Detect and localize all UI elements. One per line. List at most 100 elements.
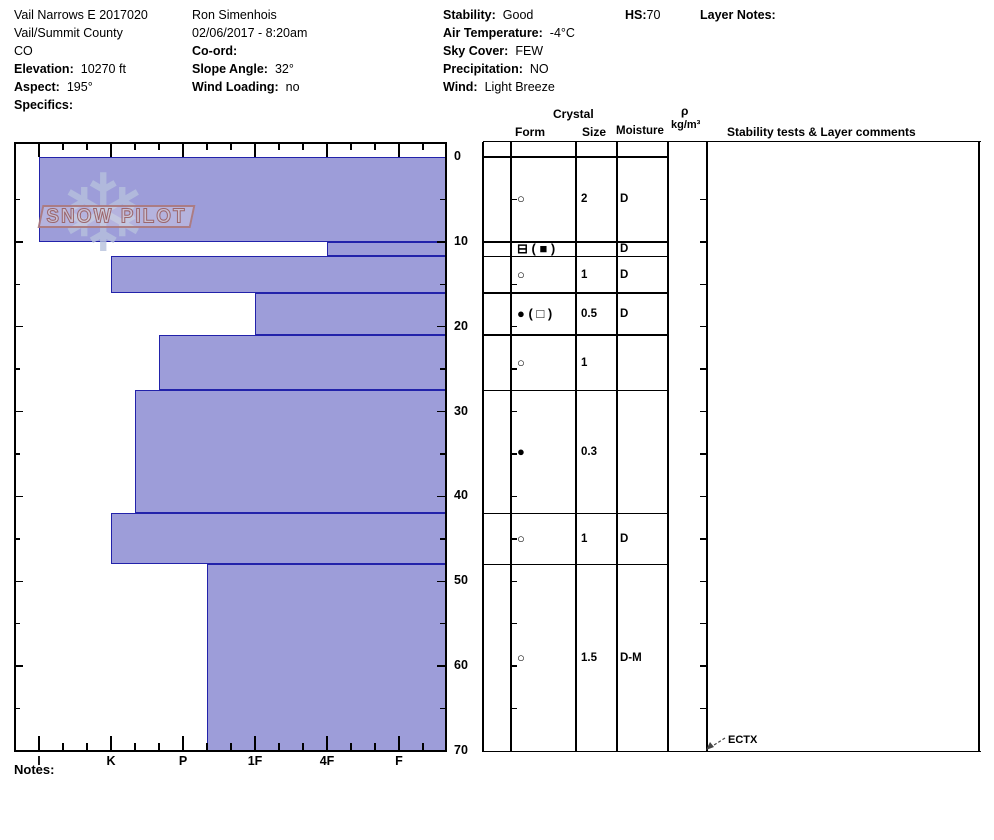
sky-cover-value: FEW xyxy=(515,44,544,58)
profile-bar-layer-6 xyxy=(135,390,446,514)
aspect-value: 195° xyxy=(66,80,93,94)
hardness-minor-tick-bottom xyxy=(302,742,304,751)
crystal-size-cell-layer-4: 0.5 xyxy=(581,307,597,320)
hardness-axis-label: I xyxy=(37,754,41,768)
chart-frame xyxy=(14,141,447,752)
hardness-major-tick-bottom xyxy=(398,735,400,751)
table-top-line xyxy=(483,140,981,143)
depth-tick-right xyxy=(437,241,445,243)
density-column-depth-tick xyxy=(700,580,707,583)
sky-cover-row: Sky Cover: FEW xyxy=(443,42,575,60)
form-column-depth-tick xyxy=(511,198,517,201)
hardness-major-tick-top xyxy=(326,142,328,157)
hardness-minor-tick-bottom xyxy=(230,742,232,751)
crystal-form-cell-layer-5: ○ xyxy=(517,354,525,370)
form-column-depth-tick xyxy=(511,580,517,583)
aspect-row: Aspect: 195° xyxy=(14,78,148,96)
precip-value: NO xyxy=(529,62,549,76)
hardness-axis-label: 4F xyxy=(319,754,335,768)
wind-loading-label: Wind Loading: xyxy=(192,80,279,94)
header-observer-column: Ron Simenhois 02/06/2017 - 8:20am Co-ord… xyxy=(192,6,307,96)
hardness-axis-label: P xyxy=(178,754,188,768)
snowpilot-logo-text: SNOW PILOT xyxy=(46,205,187,228)
hardness-minor-tick-bottom xyxy=(62,742,64,751)
header-hs: HS:70 xyxy=(625,6,660,24)
table-row-line xyxy=(483,292,668,294)
crystal-form-cell-layer-1: ○ xyxy=(517,191,525,207)
hardness-minor-tick-bottom xyxy=(350,742,352,751)
header-conditions-column: Stability: Good Air Temperature: -4°C Sky … xyxy=(443,6,575,96)
depth-axis-label: 60 xyxy=(454,658,468,673)
header-layer-notes: Layer Notes: xyxy=(700,6,776,24)
depth-tick-right xyxy=(437,410,445,413)
hardness-minor-tick-top xyxy=(134,142,136,150)
profile-bar-layer-5 xyxy=(159,335,446,391)
moisture-cell-layer-4: D xyxy=(620,307,629,320)
density-column-depth-tick xyxy=(700,283,707,286)
depth-axis-label: 10 xyxy=(454,233,468,248)
form-header: Form xyxy=(515,125,545,139)
depth-tick-left xyxy=(15,707,20,710)
depth-tick-right xyxy=(440,283,445,286)
crystal-size-cell-layer-5: 1 xyxy=(581,356,588,369)
hardness-major-tick-bottom xyxy=(326,735,328,751)
crystal-form-cell-layer-6: ● xyxy=(517,443,525,459)
depth-tick-left xyxy=(15,325,23,328)
hardness-minor-tick-bottom xyxy=(158,742,160,751)
depth-tick-left xyxy=(15,622,20,625)
table-row-line xyxy=(483,389,668,392)
hardness-minor-tick-top xyxy=(206,142,208,150)
hardness-major-tick-top xyxy=(38,142,40,157)
elevation-label: Elevation: xyxy=(14,62,74,76)
hs-label: HS: xyxy=(625,8,647,22)
hardness-minor-tick-bottom xyxy=(134,742,136,751)
hardness-major-tick-top xyxy=(254,142,256,157)
crystal-form-cell-layer-7: ○ xyxy=(517,530,525,546)
depth-tick-left xyxy=(15,495,23,498)
moisture-cell-layer-8: D-M xyxy=(620,651,642,664)
crystal-size-cell-layer-7: 1 xyxy=(581,532,588,545)
pit-state: CO xyxy=(14,44,33,58)
pit-region: Vail/Summit County xyxy=(14,26,123,40)
comments-header: Stability tests & Layer comments xyxy=(727,125,916,139)
table-row-line xyxy=(483,156,668,158)
depth-tick-right xyxy=(437,665,445,667)
profile-bar-layer-7 xyxy=(111,513,446,565)
form-column-depth-tick xyxy=(511,495,517,498)
table-vertical-line xyxy=(667,141,669,752)
wind-loading-value: no xyxy=(285,80,300,94)
hardness-minor-tick-top xyxy=(278,142,280,150)
depth-tick-right xyxy=(440,707,445,710)
depth-tick-right xyxy=(437,325,445,328)
depth-tick-right xyxy=(440,368,445,370)
elevation-value: 10270 ft xyxy=(80,62,126,76)
depth-tick-left xyxy=(15,410,23,413)
wind-label: Wind: xyxy=(443,80,478,94)
density-header: ρ xyxy=(681,104,689,118)
table-vertical-line xyxy=(616,141,618,752)
profile-bar-layer-8 xyxy=(207,564,446,751)
stability-row: Stability: Good xyxy=(443,6,575,24)
hardness-major-tick-top xyxy=(110,142,112,157)
depth-tick-left xyxy=(15,283,20,286)
air-temp-label: Air Temperature: xyxy=(443,26,543,40)
table-row-line xyxy=(483,241,668,243)
depth-tick-left xyxy=(15,368,20,370)
table-vertical-line xyxy=(706,141,708,752)
table-vertical-line xyxy=(510,141,512,752)
hs-value: 70 xyxy=(646,8,661,22)
depth-tick-left xyxy=(15,453,20,455)
ectx-test-label: ECTX xyxy=(728,734,758,746)
density-column-depth-tick xyxy=(700,368,707,370)
hardness-axis-label: 1F xyxy=(247,754,263,768)
air-temp-row: Air Temperature: -4°C xyxy=(443,24,575,42)
observer-name: Ron Simenhois xyxy=(192,8,277,22)
hardness-minor-tick-bottom xyxy=(422,742,424,751)
density-column-depth-tick xyxy=(700,665,707,667)
hardness-major-tick-bottom xyxy=(38,735,40,751)
air-temp-value: -4°C xyxy=(549,26,575,40)
hardness-minor-tick-top xyxy=(86,142,88,150)
coord-row: Co-ord: xyxy=(192,42,307,60)
density-column-depth-tick xyxy=(700,707,707,710)
